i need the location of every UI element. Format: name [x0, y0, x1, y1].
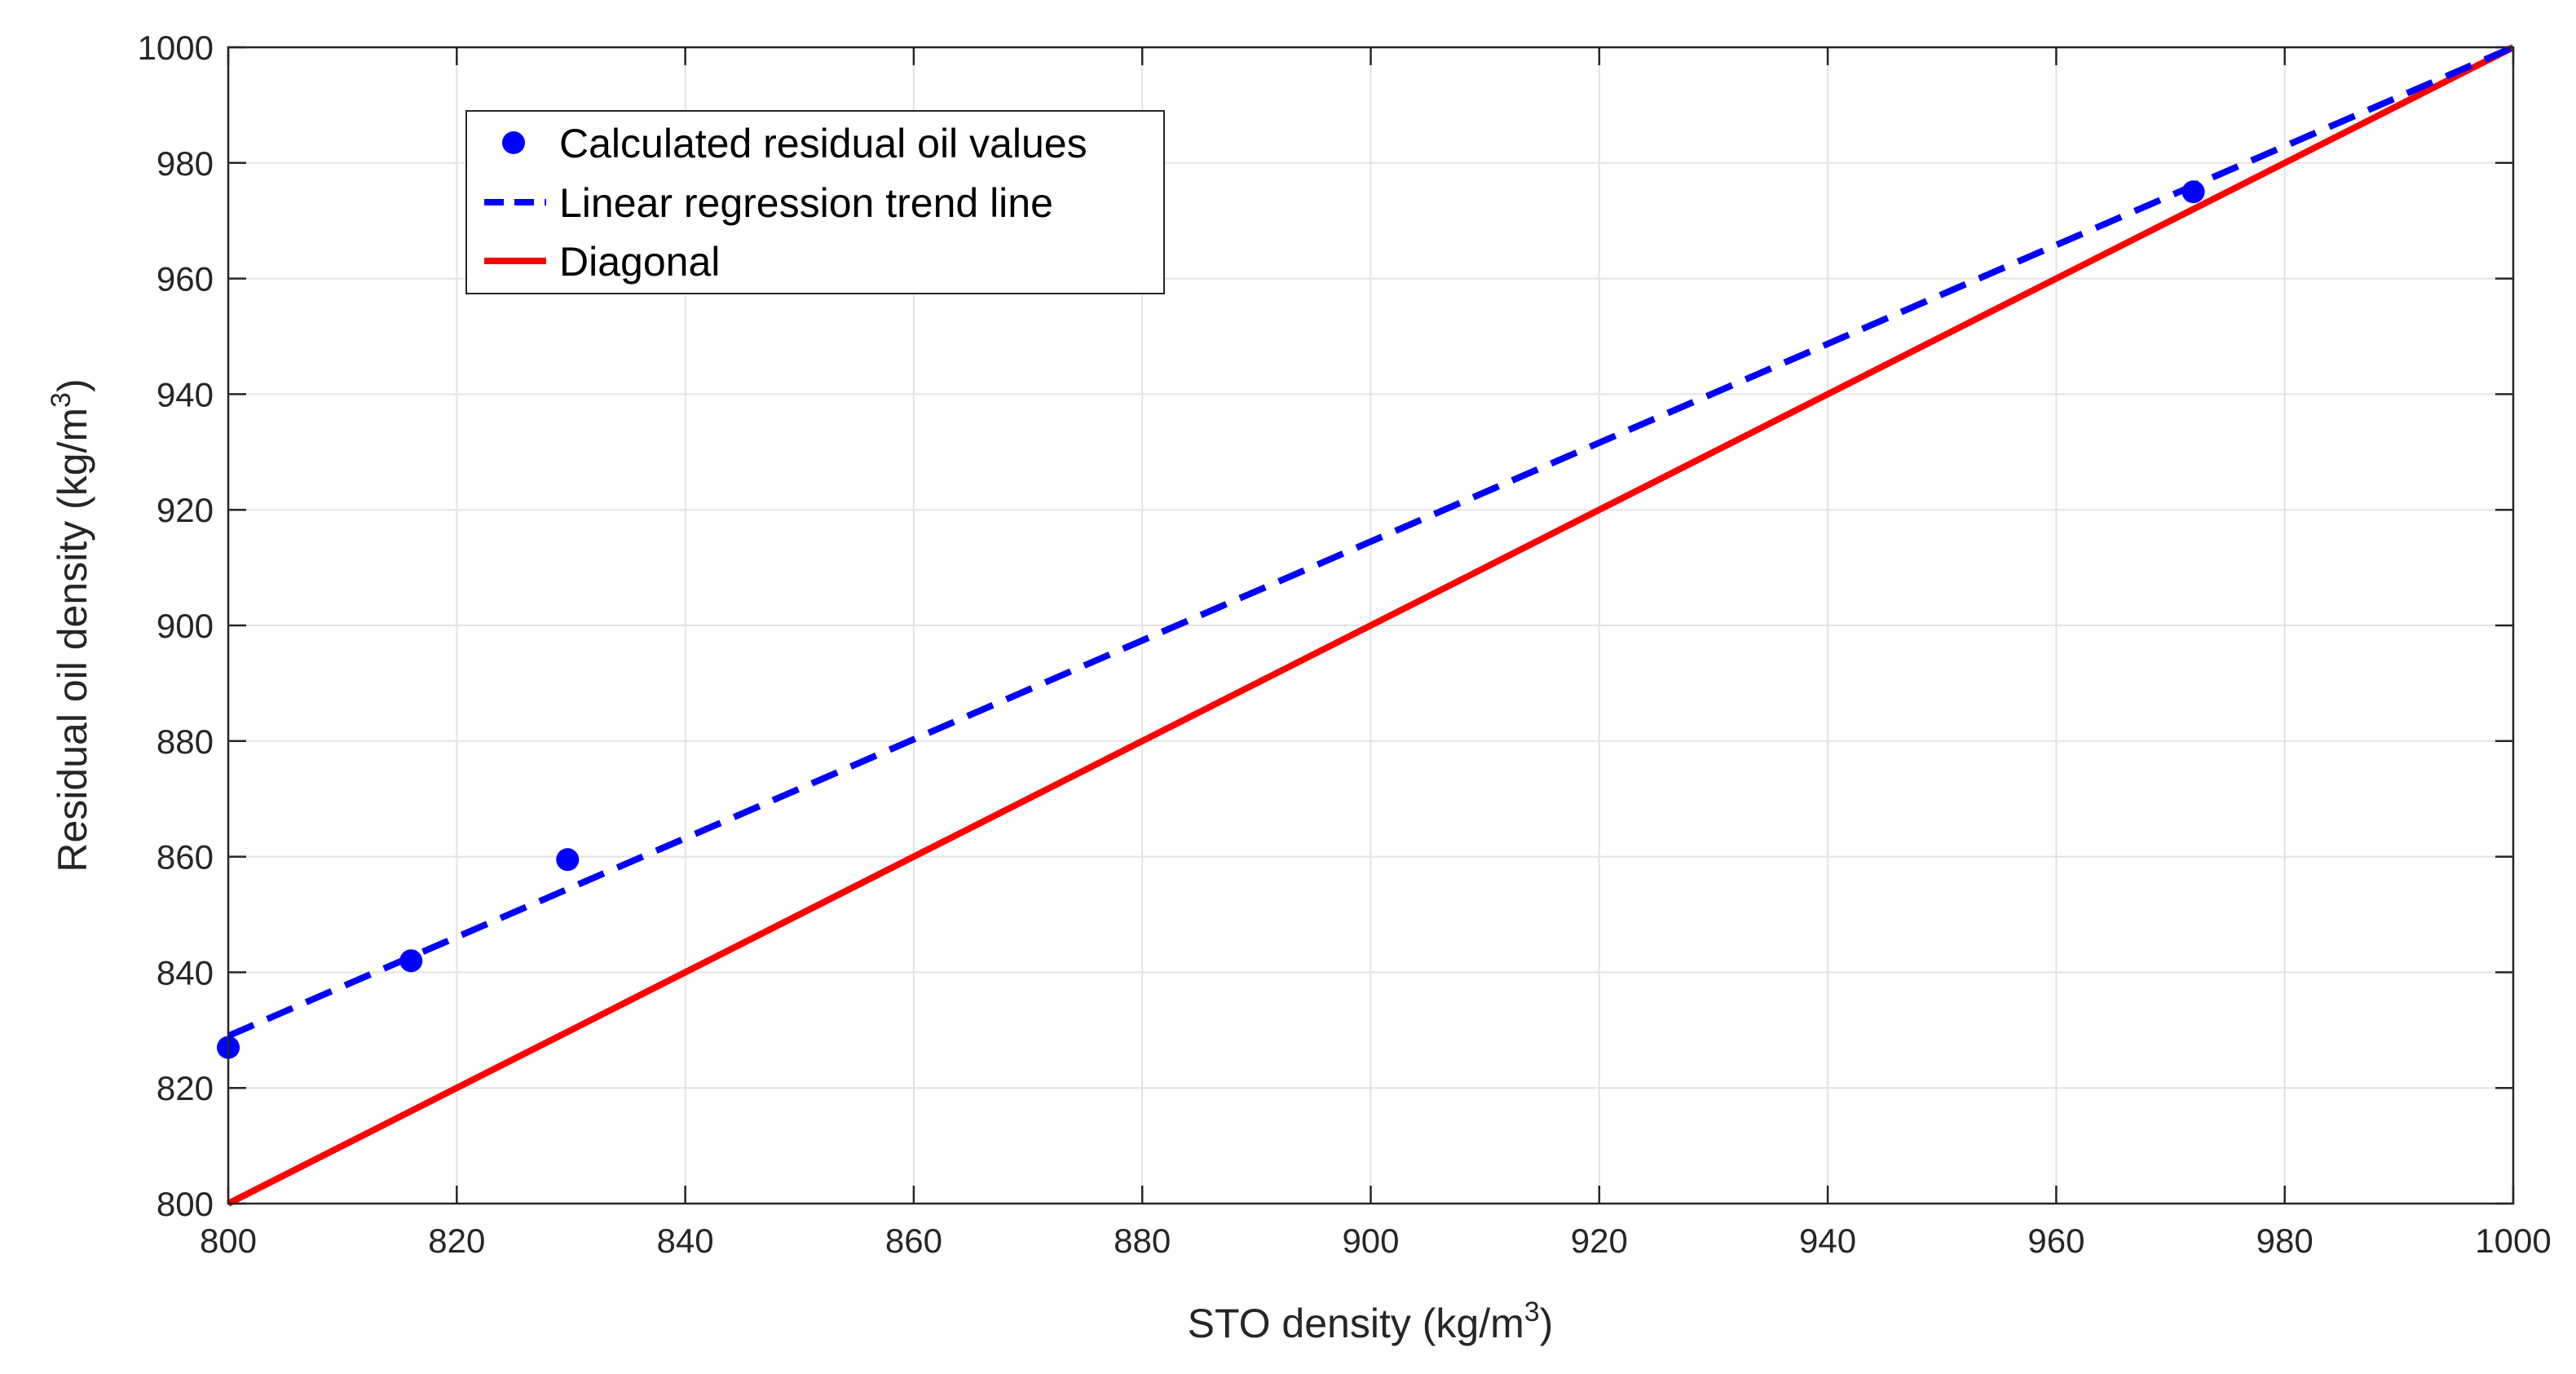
y-axis-title-main: Residual oil density (kg/m	[50, 408, 95, 873]
y-axis-title-end: )	[50, 378, 95, 392]
legend-label-regression: Linear regression trend line	[559, 180, 1053, 226]
y-tick-label: 920	[157, 491, 214, 529]
x-tick-label: 1000	[2475, 1222, 2551, 1260]
series-layer	[217, 44, 2515, 1207]
x-tick-label: 840	[657, 1222, 714, 1260]
ticks	[227, 46, 2515, 1205]
y-tick-label: 860	[157, 838, 214, 877]
y-tick-label: 840	[157, 953, 214, 992]
diagonal-line	[227, 44, 2515, 1207]
x-tick-label: 800	[200, 1222, 257, 1260]
y-axis-title: Residual oil density (kg/m3)	[46, 378, 95, 872]
x-axis-title-sup: 3	[1524, 1297, 1540, 1328]
y-tick-label: 880	[157, 722, 214, 761]
legend-label-calculated: Calculated residual oil values	[559, 121, 1087, 166]
y-tick-label: 900	[157, 607, 214, 645]
legend: Calculated residual oil values Linear re…	[465, 110, 1165, 294]
tick-labels: 800 820 840 860 880 900 920 940 960 980 1000 800 820…	[138, 29, 2552, 1260]
data-point	[399, 949, 423, 973]
x-tick-label: 920	[1571, 1222, 1628, 1260]
x-tick-label: 820	[428, 1222, 485, 1260]
x-tick-label: 860	[885, 1222, 942, 1260]
y-axis-title-sup: 3	[46, 392, 77, 408]
regression-trend-line	[227, 44, 2515, 1040]
x-tick-label: 880	[1114, 1222, 1171, 1260]
x-tick-label: 940	[1799, 1222, 1856, 1260]
y-tick-label: 820	[157, 1069, 214, 1107]
legend-box	[465, 110, 1165, 294]
x-tick-label: 980	[2256, 1222, 2314, 1260]
x-axis-title: STO density (kg/m3)	[1188, 1297, 1554, 1346]
y-tick-label: 940	[157, 375, 214, 413]
x-axis-title-end: )	[1540, 1301, 1554, 1346]
y-tick-label: 800	[157, 1185, 214, 1223]
data-point	[556, 848, 580, 872]
y-tick-label: 980	[157, 144, 214, 183]
x-tick-label: 960	[2027, 1222, 2084, 1260]
y-tick-label: 1000	[138, 29, 214, 67]
x-axis-title-main: STO density (kg/m	[1188, 1301, 1524, 1346]
y-tick-label: 960	[157, 260, 214, 298]
legend-label-diagonal: Diagonal	[559, 239, 720, 285]
x-tick-label: 900	[1342, 1222, 1399, 1260]
legend-marker-icon	[502, 131, 525, 154]
data-point	[2181, 180, 2205, 204]
